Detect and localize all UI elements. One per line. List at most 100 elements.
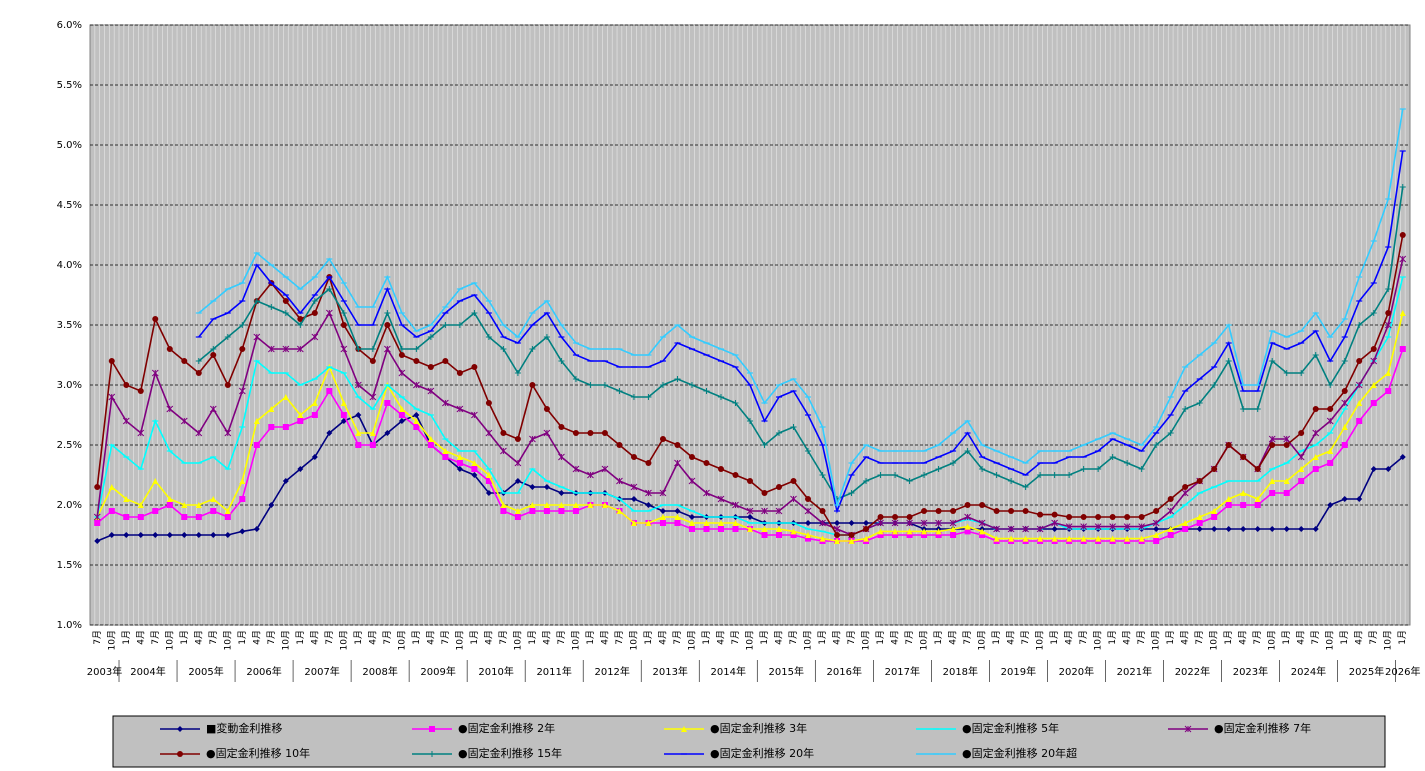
marker [978, 519, 986, 527]
marker [1240, 502, 1247, 508]
marker [1123, 523, 1131, 530]
marker [543, 502, 550, 508]
year-label: 2024年 [1291, 665, 1326, 678]
marker [1094, 523, 1102, 530]
marker [1254, 406, 1261, 412]
marker [253, 418, 260, 424]
x-tick-label: 1月 [295, 630, 306, 645]
y-tick-label: 3.5% [57, 320, 82, 331]
marker [805, 535, 812, 542]
marker [108, 508, 115, 514]
marker [311, 298, 318, 304]
marker [384, 322, 391, 328]
marker [819, 535, 826, 542]
x-tick-label: 7月 [614, 630, 625, 645]
marker [630, 394, 637, 400]
marker [398, 406, 405, 412]
marker [1385, 466, 1392, 472]
x-tick-label: 7月 [382, 630, 393, 645]
marker [108, 358, 115, 364]
x-tick-label: 4月 [483, 630, 494, 645]
marker [398, 418, 405, 424]
marker [717, 466, 724, 472]
marker [805, 448, 812, 454]
marker [1240, 490, 1247, 496]
marker [674, 442, 681, 448]
x-tick-label: 10月 [919, 630, 930, 650]
marker [413, 346, 420, 352]
marker [355, 430, 362, 436]
marker [1312, 406, 1319, 412]
legend-label: ■変動金利推移 [206, 721, 282, 735]
marker [906, 519, 913, 527]
marker [152, 316, 159, 322]
marker [630, 454, 637, 460]
marker [514, 436, 521, 442]
x-tick-label: 7月 [92, 630, 103, 645]
year-label: 2006年 [246, 665, 281, 678]
marker [1327, 460, 1334, 466]
marker [166, 346, 173, 352]
marker [1196, 514, 1203, 520]
marker [950, 460, 957, 466]
marker [558, 453, 565, 461]
marker [1283, 490, 1290, 496]
marker [340, 412, 347, 418]
marker [558, 358, 565, 364]
marker [964, 448, 971, 454]
marker [543, 406, 550, 412]
x-tick-label: 1月 [1397, 630, 1408, 645]
marker [1080, 466, 1087, 472]
marker [1184, 725, 1192, 733]
marker [1225, 442, 1232, 448]
x-tick-label: 10月 [454, 630, 465, 650]
x-tick-label: 7月 [150, 630, 161, 645]
year-label: 2015年 [769, 665, 804, 678]
marker [1225, 502, 1232, 508]
marker [979, 466, 986, 472]
series-line [198, 150, 1404, 514]
marker [181, 358, 188, 364]
marker [485, 334, 492, 340]
marker [1370, 346, 1377, 352]
x-tick-label: 10月 [1035, 630, 1046, 650]
marker [485, 478, 492, 484]
marker [1182, 484, 1189, 490]
marker [935, 528, 942, 535]
legend-label: ●固定金利推移 2年 [458, 721, 555, 735]
marker [210, 496, 217, 502]
marker [166, 502, 173, 508]
marker [384, 345, 391, 353]
x-tick-label: 10月 [280, 630, 291, 650]
marker [442, 399, 449, 407]
x-tick-label: 1月 [759, 630, 770, 645]
marker [1327, 502, 1334, 508]
marker [645, 394, 652, 400]
marker [572, 465, 580, 473]
marker [195, 370, 202, 376]
marker [1109, 454, 1116, 460]
marker [717, 526, 724, 532]
marker [137, 514, 144, 520]
marker [616, 388, 623, 394]
marker [1022, 508, 1029, 514]
marker [311, 400, 318, 406]
marker [877, 472, 884, 478]
marker [848, 538, 855, 544]
marker [892, 528, 899, 535]
marker [1007, 525, 1015, 533]
marker [177, 751, 183, 757]
x-tick-label: 1月 [1165, 630, 1176, 645]
series [94, 310, 1406, 544]
marker [471, 460, 478, 466]
x-tick-label: 7月 [498, 630, 509, 645]
x-tick-label: 4月 [1354, 630, 1365, 645]
marker [1312, 466, 1319, 472]
marker [1399, 346, 1406, 352]
marker [413, 358, 420, 364]
y-tick-label: 4.0% [57, 260, 82, 271]
marker [152, 478, 159, 484]
x-tick-label: 1月 [411, 630, 422, 645]
marker [195, 514, 202, 520]
marker [1341, 388, 1348, 394]
